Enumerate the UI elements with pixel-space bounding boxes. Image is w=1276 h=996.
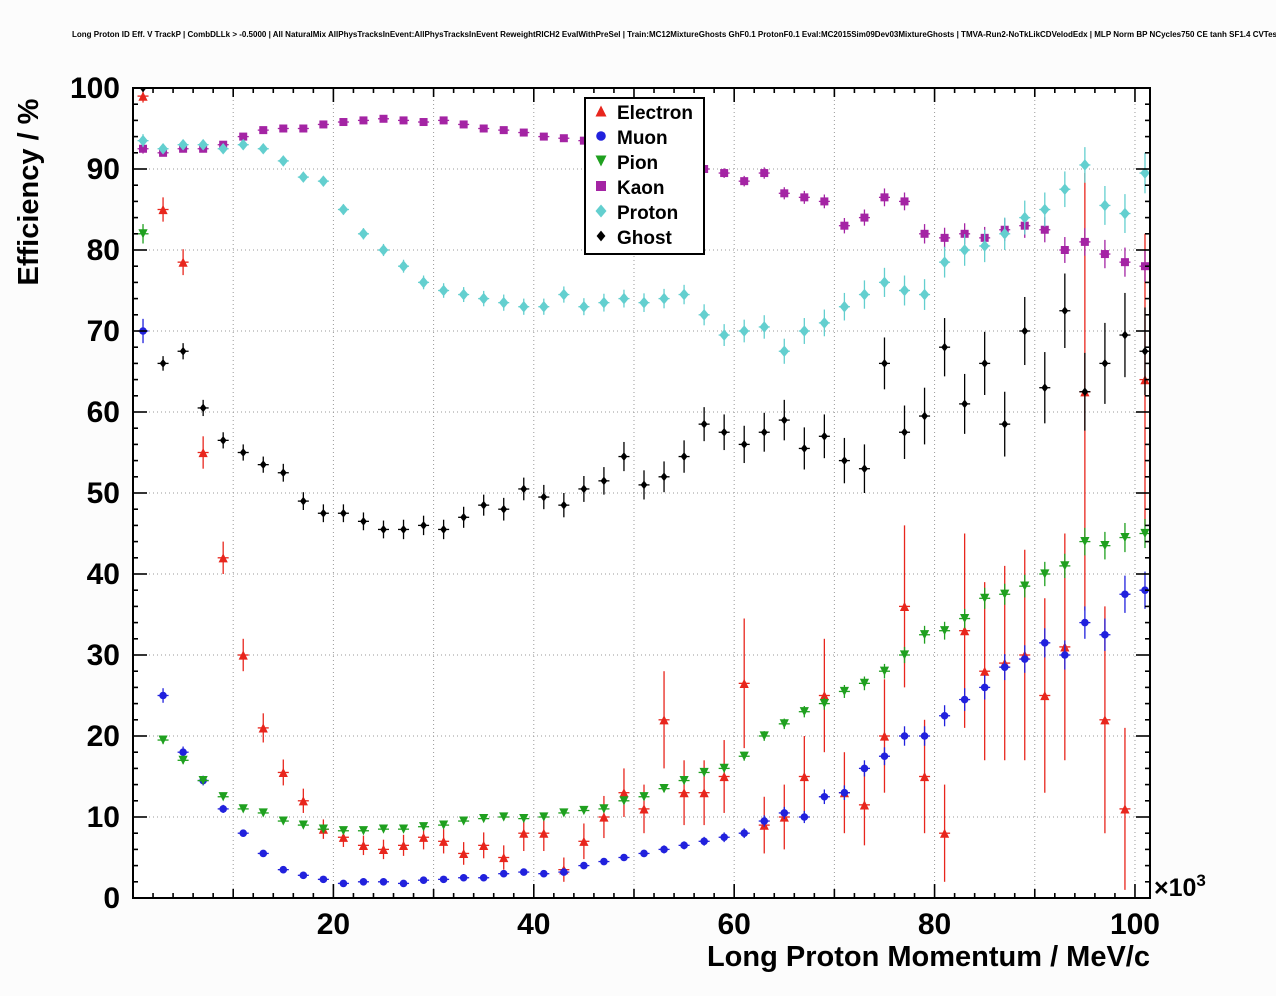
svg-text:60: 60 xyxy=(87,396,120,429)
legend-label: Electron xyxy=(617,103,694,124)
muon-marker-icon xyxy=(592,127,610,150)
svg-text:100: 100 xyxy=(70,72,120,105)
legend-label: Kaon xyxy=(617,178,665,199)
series-ghost xyxy=(137,87,1151,540)
legend-item-kaon: Kaon xyxy=(592,176,693,201)
legend-label: Pion xyxy=(617,153,659,174)
ghost-marker-icon xyxy=(592,227,610,250)
x-axis-title: Long Proton Momentum / MeV/c xyxy=(707,941,1150,973)
svg-text:80: 80 xyxy=(87,234,120,267)
legend-item-ghost: Ghost xyxy=(592,226,693,251)
svg-text:50: 50 xyxy=(87,477,120,510)
svg-text:10: 10 xyxy=(87,801,120,834)
proton-marker-icon xyxy=(592,202,610,225)
svg-text:80: 80 xyxy=(918,908,951,941)
legend-item-muon: Muon xyxy=(592,126,693,151)
tick-labels: 0 10 20 30 40 50 60 70 80 90 100 20 40 60 80 100 xyxy=(70,72,1160,941)
legend-item-proton: Proton xyxy=(592,201,693,226)
legend-label: Ghost xyxy=(617,228,672,249)
svg-text:30: 30 xyxy=(87,639,120,672)
svg-text:20: 20 xyxy=(87,720,120,753)
series-pion xyxy=(137,224,1151,836)
legend-item-pion: Pion xyxy=(592,151,693,176)
svg-text:40: 40 xyxy=(87,558,120,591)
legend: Electron Muon Pion Kaon Proton Ghost xyxy=(584,97,706,255)
series-proton xyxy=(137,134,1151,364)
electron-marker-icon xyxy=(592,102,610,125)
legend-item-electron: Electron xyxy=(592,101,693,126)
svg-text:100: 100 xyxy=(1110,908,1160,941)
plot-header-title: Long Proton ID Eff. V TrackP | CombDLLk … xyxy=(72,30,1276,39)
x-axis-exponent: ×103 xyxy=(1154,871,1206,902)
svg-text:60: 60 xyxy=(717,908,750,941)
kaon-marker-icon xyxy=(592,177,610,200)
y-axis-title: Efficiency / % xyxy=(13,98,45,285)
axis-ticks xyxy=(133,88,1150,898)
svg-text:40: 40 xyxy=(517,908,550,941)
legend-label: Muon xyxy=(617,128,668,149)
legend-label: Proton xyxy=(617,203,679,224)
series-muon xyxy=(137,318,1151,888)
svg-text:70: 70 xyxy=(87,315,120,348)
svg-text:0: 0 xyxy=(103,882,120,915)
pion-marker-icon xyxy=(592,152,610,175)
svg-text:20: 20 xyxy=(317,908,350,941)
svg-text:90: 90 xyxy=(87,153,120,186)
